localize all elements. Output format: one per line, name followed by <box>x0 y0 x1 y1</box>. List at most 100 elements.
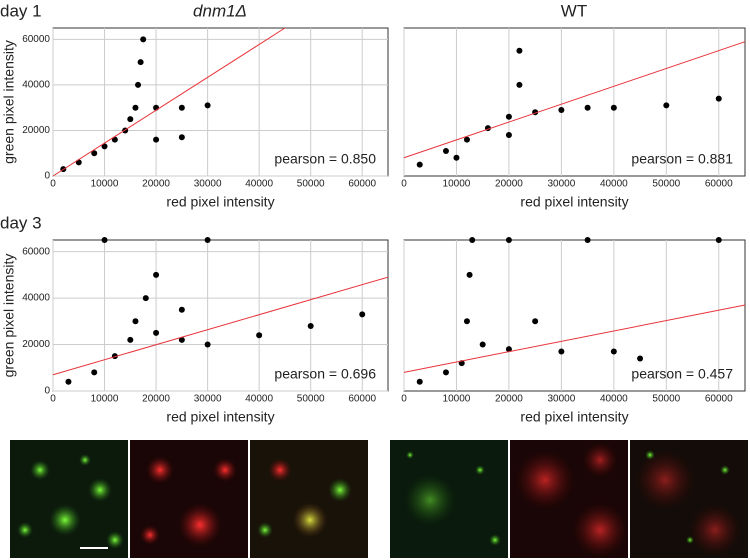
annotation: pearson = 0.850 <box>274 151 376 167</box>
x-tick-label: 0 <box>401 394 407 405</box>
column-title: dnm1Δ <box>193 1 247 20</box>
annotation: pearson = 0.696 <box>274 366 376 382</box>
point <box>505 237 512 243</box>
x-tick-label: 10000 <box>443 179 471 190</box>
plot-area <box>52 27 389 177</box>
x-tick-label: 50000 <box>652 179 680 190</box>
point <box>442 147 449 154</box>
plot-area <box>403 239 746 392</box>
point <box>584 104 591 111</box>
x-tick-label: 10000 <box>91 179 119 190</box>
x-axis-label: red pixel intensity <box>520 409 628 425</box>
point <box>584 237 591 243</box>
fit-line <box>52 27 286 177</box>
point <box>178 306 185 313</box>
point <box>127 336 134 343</box>
x-tick-label: 10000 <box>91 394 119 405</box>
point <box>140 36 147 43</box>
x-tick-label: 40000 <box>245 394 273 405</box>
x-tick-label: 10000 <box>443 394 471 405</box>
y-tick-label: 40000 <box>22 293 50 304</box>
y-tick-label: 60000 <box>22 246 50 257</box>
x-tick-label: 20000 <box>142 179 170 190</box>
fit-line <box>52 276 389 376</box>
x-tick-label: 30000 <box>194 179 222 190</box>
point <box>416 161 423 168</box>
annotation: pearson = 0.881 <box>631 151 733 167</box>
point <box>178 104 185 111</box>
point <box>204 341 211 348</box>
y-tick-label: 20000 <box>22 339 50 350</box>
y-tick-label: 40000 <box>22 80 50 91</box>
fit-line <box>403 304 746 373</box>
point <box>204 102 211 109</box>
point <box>307 322 314 329</box>
x-tick-label: 40000 <box>600 179 628 190</box>
point <box>715 237 722 243</box>
point <box>153 329 160 336</box>
point <box>75 159 82 166</box>
x-tick-label: 0 <box>401 179 407 190</box>
point <box>532 318 539 325</box>
point <box>610 104 617 111</box>
x-tick-label: 20000 <box>495 179 523 190</box>
point <box>463 318 470 325</box>
x-tick-label: 40000 <box>600 394 628 405</box>
x-tick-label: 40000 <box>245 179 273 190</box>
point <box>101 237 108 243</box>
point <box>463 136 470 143</box>
point <box>516 47 523 54</box>
point <box>469 237 476 243</box>
point <box>505 132 512 139</box>
y-tick-label: 0 <box>44 386 50 397</box>
point <box>359 311 366 318</box>
y-tick-label: 0 <box>44 171 50 182</box>
point <box>479 341 486 348</box>
point <box>91 369 98 376</box>
point <box>715 95 722 102</box>
point <box>65 378 72 385</box>
x-tick-label: 0 <box>50 394 56 405</box>
x-tick-label: 50000 <box>652 394 680 405</box>
x-tick-label: 30000 <box>547 179 575 190</box>
point <box>132 104 139 111</box>
plot-area <box>52 239 389 392</box>
x-axis-label: red pixel intensity <box>166 194 274 210</box>
point <box>610 348 617 355</box>
point <box>256 332 263 339</box>
day-label: day 3 <box>0 213 42 232</box>
x-tick-label: 0 <box>50 179 56 190</box>
point <box>142 295 149 302</box>
x-tick-label: 60000 <box>348 394 376 405</box>
point <box>663 102 670 109</box>
micrographs <box>10 440 748 558</box>
point <box>178 134 185 141</box>
x-tick-label: 30000 <box>194 394 222 405</box>
x-tick-label: 60000 <box>705 179 733 190</box>
point <box>466 271 473 278</box>
x-tick-label: 60000 <box>348 179 376 190</box>
point <box>153 271 160 278</box>
point <box>127 116 134 123</box>
point <box>91 150 98 157</box>
point <box>153 136 160 143</box>
x-tick-label: 50000 <box>297 394 325 405</box>
annotation: pearson = 0.457 <box>631 366 733 382</box>
point <box>204 237 211 243</box>
x-tick-label: 20000 <box>142 394 170 405</box>
point <box>416 378 423 385</box>
x-tick-label: 30000 <box>547 394 575 405</box>
point <box>505 113 512 120</box>
point <box>505 346 512 353</box>
day-label: day 1 <box>0 1 42 20</box>
x-tick-label: 50000 <box>297 179 325 190</box>
point <box>516 81 523 88</box>
column-title: WT <box>561 1 587 20</box>
point <box>442 369 449 376</box>
point <box>637 355 644 362</box>
x-tick-label: 20000 <box>495 394 523 405</box>
x-axis-label: red pixel intensity <box>520 194 628 210</box>
point <box>135 81 142 88</box>
y-tick-label: 60000 <box>22 34 50 45</box>
